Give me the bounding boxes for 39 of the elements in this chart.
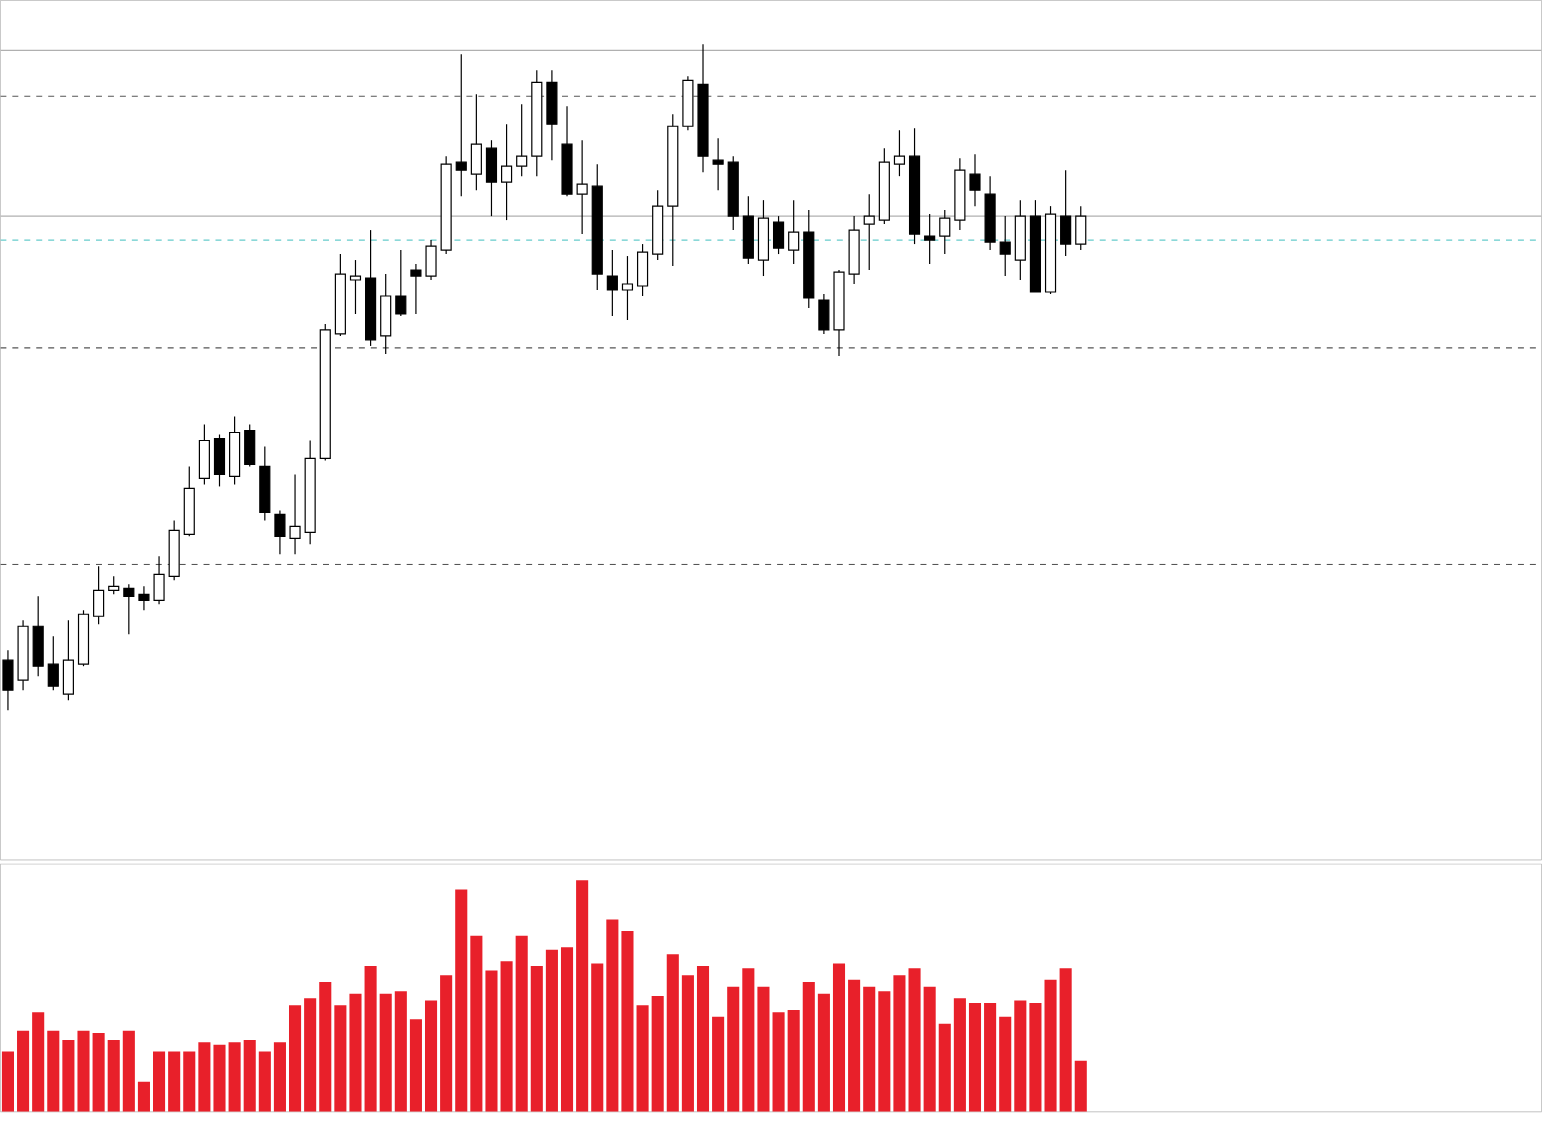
candlestick xyxy=(984,175,996,251)
candlestick xyxy=(485,139,498,217)
candlestick xyxy=(349,259,362,315)
candlestick xyxy=(621,255,634,321)
candlestick xyxy=(62,619,74,701)
candlestick xyxy=(924,213,936,265)
candlestick xyxy=(757,199,770,277)
candlestick xyxy=(1075,205,1087,251)
candlestick xyxy=(636,243,649,297)
candlestick xyxy=(516,103,528,177)
candlestick xyxy=(229,416,241,486)
candlestick xyxy=(863,193,875,271)
candlestick xyxy=(1060,169,1072,257)
candlestick xyxy=(123,583,135,635)
candlestick xyxy=(652,189,664,261)
candlestick xyxy=(168,519,180,581)
candlestick xyxy=(32,595,44,677)
candlestick xyxy=(380,273,392,355)
candlestick xyxy=(501,123,513,221)
candlestick xyxy=(893,129,906,177)
candlestick xyxy=(788,199,800,265)
candlestick xyxy=(999,215,1011,277)
candlestick xyxy=(183,465,195,538)
candlestick xyxy=(395,249,407,317)
candlestick xyxy=(244,424,256,468)
candlestick xyxy=(93,565,105,625)
candlestick xyxy=(939,209,951,255)
candlestick xyxy=(198,424,210,486)
candlestick xyxy=(742,195,754,265)
candlestick xyxy=(259,445,271,522)
candlestick xyxy=(712,137,724,191)
candlestick xyxy=(772,215,785,255)
candlestick xyxy=(546,69,558,161)
candlestick xyxy=(47,635,59,691)
candlestick xyxy=(470,93,482,191)
candlestick xyxy=(213,433,226,488)
candlestick xyxy=(606,249,618,317)
candlestick xyxy=(455,53,467,197)
candlestick xyxy=(1014,199,1026,281)
